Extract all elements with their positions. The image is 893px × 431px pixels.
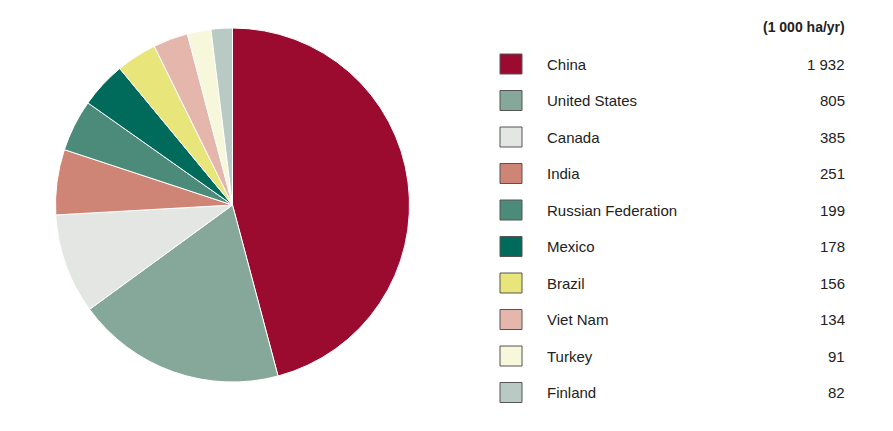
svg-text:Russian Federation: Russian Federation	[547, 202, 677, 219]
svg-text:United States: United States	[547, 92, 637, 109]
svg-text:251: 251	[820, 165, 845, 182]
svg-text:178: 178	[820, 238, 845, 255]
svg-text:Turkey: Turkey	[547, 348, 593, 365]
svg-text:156: 156	[820, 275, 845, 292]
svg-text:Canada: Canada	[547, 129, 600, 146]
svg-text:91: 91	[828, 348, 845, 365]
svg-text:385: 385	[820, 129, 845, 146]
svg-text:199: 199	[820, 202, 845, 219]
svg-text:134: 134	[820, 311, 845, 328]
svg-text:India: India	[547, 165, 580, 182]
svg-text:China: China	[547, 56, 587, 73]
svg-text:805: 805	[820, 92, 845, 109]
svg-text:Viet Nam: Viet Nam	[547, 311, 608, 328]
svg-text:Brazil: Brazil	[547, 275, 585, 292]
svg-text:1 932: 1 932	[807, 56, 845, 73]
svg-text:82: 82	[828, 384, 845, 401]
svg-text:Mexico: Mexico	[547, 238, 595, 255]
svg-text:(1 000 ha/yr): (1 000 ha/yr)	[763, 19, 845, 35]
svg-text:Finland: Finland	[547, 384, 596, 401]
